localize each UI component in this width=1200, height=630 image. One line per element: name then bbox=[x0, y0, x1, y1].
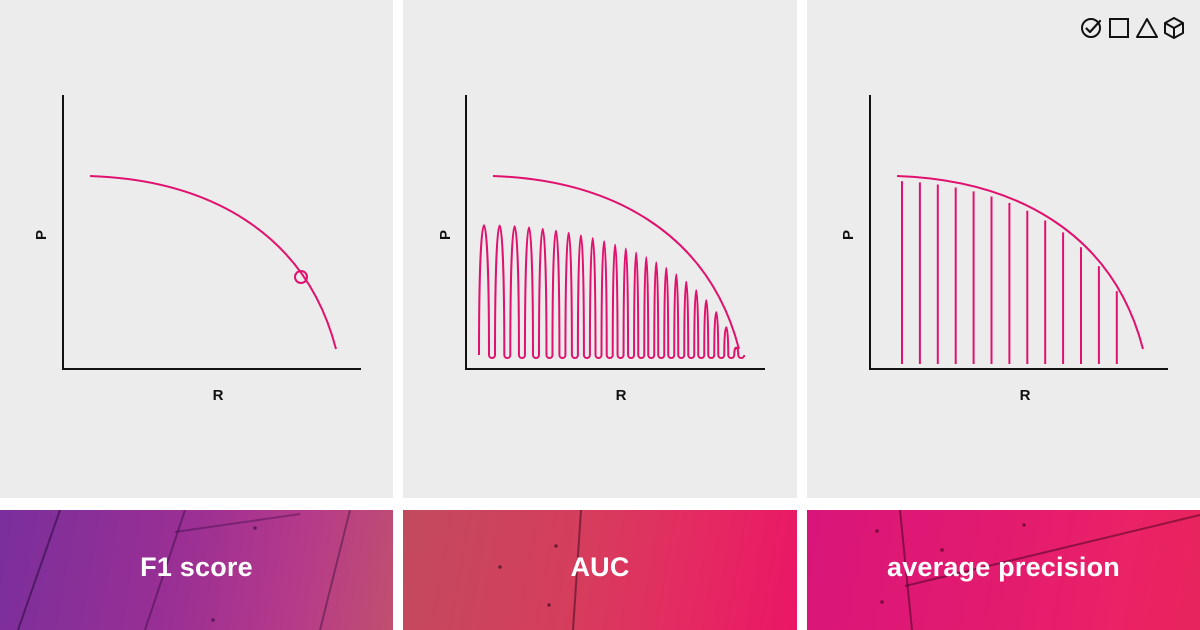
area-fill-squiggle bbox=[478, 224, 746, 359]
pr-curve bbox=[89, 175, 337, 350]
panel-texture bbox=[875, 510, 1200, 630]
x-axis-label: R bbox=[1020, 387, 1031, 404]
square-icon bbox=[1109, 18, 1129, 38]
f1-diagram: R P bbox=[33, 95, 361, 404]
auc-diagram: R P bbox=[437, 95, 765, 404]
ap-diagram: R P bbox=[840, 95, 1168, 404]
auc-title: AUC bbox=[570, 552, 630, 582]
f1-diagram-panel: R P bbox=[0, 0, 393, 498]
y-axis-label: P bbox=[840, 230, 857, 240]
x-axis-label: R bbox=[616, 387, 627, 404]
panel-texture bbox=[17, 510, 351, 630]
ap-diagram-panel: R P bbox=[807, 0, 1200, 498]
y-axis-label: P bbox=[33, 230, 50, 240]
auc-title-band: AUC bbox=[403, 510, 797, 630]
f1-title-band: F1 score bbox=[0, 510, 393, 630]
y-axis-label: P bbox=[437, 230, 454, 240]
average-precision-title: average precision bbox=[886, 552, 1121, 582]
pr-curve bbox=[492, 175, 740, 350]
check-circle-icon bbox=[1081, 18, 1102, 38]
panel-texture bbox=[498, 510, 582, 630]
auc-diagram-panel: R P bbox=[403, 0, 797, 498]
pr-curve bbox=[896, 175, 1144, 350]
brand-logo bbox=[1081, 17, 1184, 39]
x-axis-label: R bbox=[213, 387, 224, 404]
f1-point-marker bbox=[294, 270, 308, 284]
f1-score-title: F1 score bbox=[140, 552, 253, 582]
triangle-icon bbox=[1136, 18, 1158, 38]
ap-title-band: average precision bbox=[807, 510, 1200, 630]
cube-icon bbox=[1164, 17, 1184, 39]
precision-bars bbox=[901, 181, 1118, 364]
